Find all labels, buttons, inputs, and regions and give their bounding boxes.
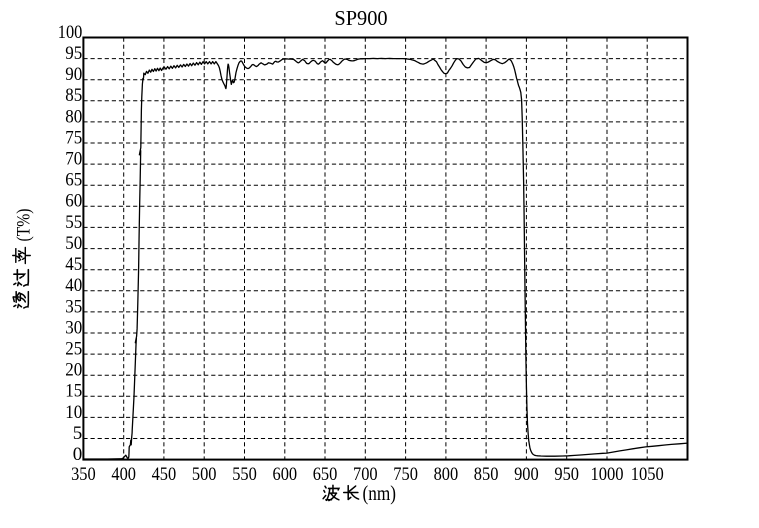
svg-text:20: 20 (65, 360, 82, 381)
svg-text:900: 900 (514, 464, 539, 485)
svg-text:60: 60 (65, 191, 82, 212)
svg-text:10: 10 (65, 402, 82, 423)
svg-text:850: 850 (474, 464, 499, 485)
svg-text:SP900: SP900 (334, 6, 387, 30)
svg-text:750: 750 (393, 464, 418, 485)
svg-text:70: 70 (65, 149, 82, 170)
svg-text:90: 90 (65, 64, 82, 85)
svg-text:65: 65 (65, 170, 82, 191)
svg-text:600: 600 (273, 464, 298, 485)
svg-text:1000: 1000 (591, 464, 624, 485)
svg-text:85: 85 (65, 85, 82, 106)
svg-text:5: 5 (73, 423, 83, 444)
svg-text:700: 700 (353, 464, 378, 485)
svg-text:45: 45 (65, 254, 82, 275)
svg-text:0: 0 (73, 444, 83, 465)
svg-text:950: 950 (554, 464, 579, 485)
svg-text:30: 30 (65, 317, 82, 338)
svg-text:40: 40 (65, 275, 82, 296)
svg-text:75: 75 (65, 127, 82, 148)
svg-text:55: 55 (65, 212, 82, 233)
svg-text:550: 550 (232, 464, 257, 485)
svg-text:35: 35 (65, 296, 82, 317)
svg-text:350: 350 (71, 464, 96, 485)
svg-text:50: 50 (65, 233, 82, 254)
svg-text:(T%): (T%) (14, 209, 35, 242)
svg-text:(nm): (nm) (363, 481, 397, 505)
svg-text:800: 800 (434, 464, 459, 485)
svg-text:15: 15 (65, 381, 82, 402)
svg-text:450: 450 (152, 464, 177, 485)
svg-text:95: 95 (65, 43, 82, 64)
svg-text:80: 80 (65, 106, 82, 127)
svg-text:500: 500 (192, 464, 217, 485)
svg-text:650: 650 (313, 464, 338, 485)
svg-text:400: 400 (111, 464, 136, 485)
svg-text:1050: 1050 (631, 464, 664, 485)
svg-text:100: 100 (58, 22, 83, 43)
svg-text:25: 25 (65, 339, 82, 360)
